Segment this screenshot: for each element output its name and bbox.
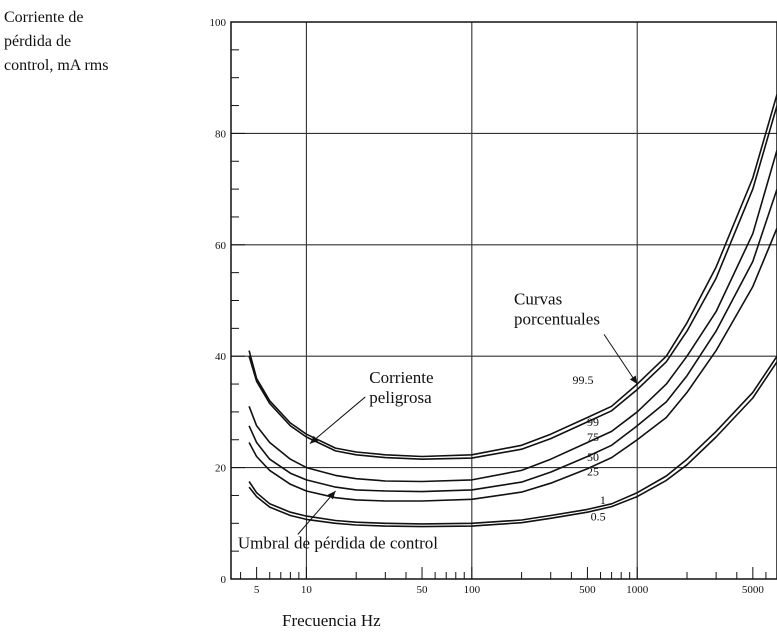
curve-label-99: 99	[587, 415, 599, 429]
dangerous-current-label-2: peligrosa	[369, 388, 432, 407]
x-tick-label-5: 5	[254, 584, 260, 596]
curve-99	[248, 105, 777, 460]
x-tick-label-10: 10	[301, 584, 313, 596]
y-tick-label-20: 20	[215, 463, 227, 475]
loss-of-control-threshold-label-1: Umbral de pérdida de control	[238, 533, 438, 552]
y-axis-label-line-1: Corriente de	[4, 9, 84, 26]
y-axis-label-line-2: pérdida de	[4, 33, 72, 50]
percentile-curves-leader	[603, 334, 638, 385]
y-tick-label-40: 40	[215, 351, 227, 363]
x-tick-label-50: 50	[417, 584, 429, 596]
y-tick-label-80: 80	[215, 128, 227, 140]
curve-50	[248, 188, 777, 493]
series-layer	[248, 94, 777, 528]
y-tick-label-100: 100	[210, 17, 227, 29]
loss-of-control-threshold-leader	[297, 490, 336, 535]
x-tick-label-500: 500	[579, 584, 596, 596]
x-axis-label: Frecuencia Hz	[282, 611, 381, 630]
y-tick-label-60: 60	[215, 240, 227, 252]
curve-25	[248, 227, 777, 502]
y-axis-label: Corriente de pérdida de control, mA rms	[4, 6, 194, 78]
grid-lines	[231, 22, 777, 579]
dangerous-current-leader	[309, 396, 366, 445]
dangerous-current-arrowhead	[309, 435, 319, 444]
curve-label-50: 50	[587, 450, 599, 464]
loss-of-control-threshold-arrowhead	[327, 490, 336, 500]
curve-label-25: 25	[587, 464, 599, 478]
axis-ticks: 0 20 40 60 80 100 5 10 50 100 500 1000 5000	[210, 17, 777, 596]
curve-label-99.5: 99.5	[572, 373, 593, 387]
curve-1	[248, 355, 777, 525]
y-axis-label-line-3: control, mA rms	[4, 57, 109, 74]
dangerous-current-label-1: Corriente	[369, 368, 433, 387]
curve-label-75: 75	[587, 430, 599, 444]
curve-label-1: 1	[600, 493, 606, 507]
x-tick-label-1000: 1000	[626, 584, 649, 596]
curve-0.5	[248, 361, 777, 528]
percentile-curves-arrowhead	[629, 375, 638, 385]
x-tick-label-5000: 5000	[742, 584, 765, 596]
curve-99.5	[248, 94, 777, 458]
curve-label-0.5: 0.5	[591, 510, 606, 524]
curve-75	[248, 149, 777, 483]
percentile-curves-label-2: porcentuales	[514, 309, 600, 328]
y-tick-label-0: 0	[221, 574, 227, 586]
percentile-curves-label-1: Curvas	[514, 289, 562, 308]
x-tick-label-100: 100	[464, 584, 481, 596]
